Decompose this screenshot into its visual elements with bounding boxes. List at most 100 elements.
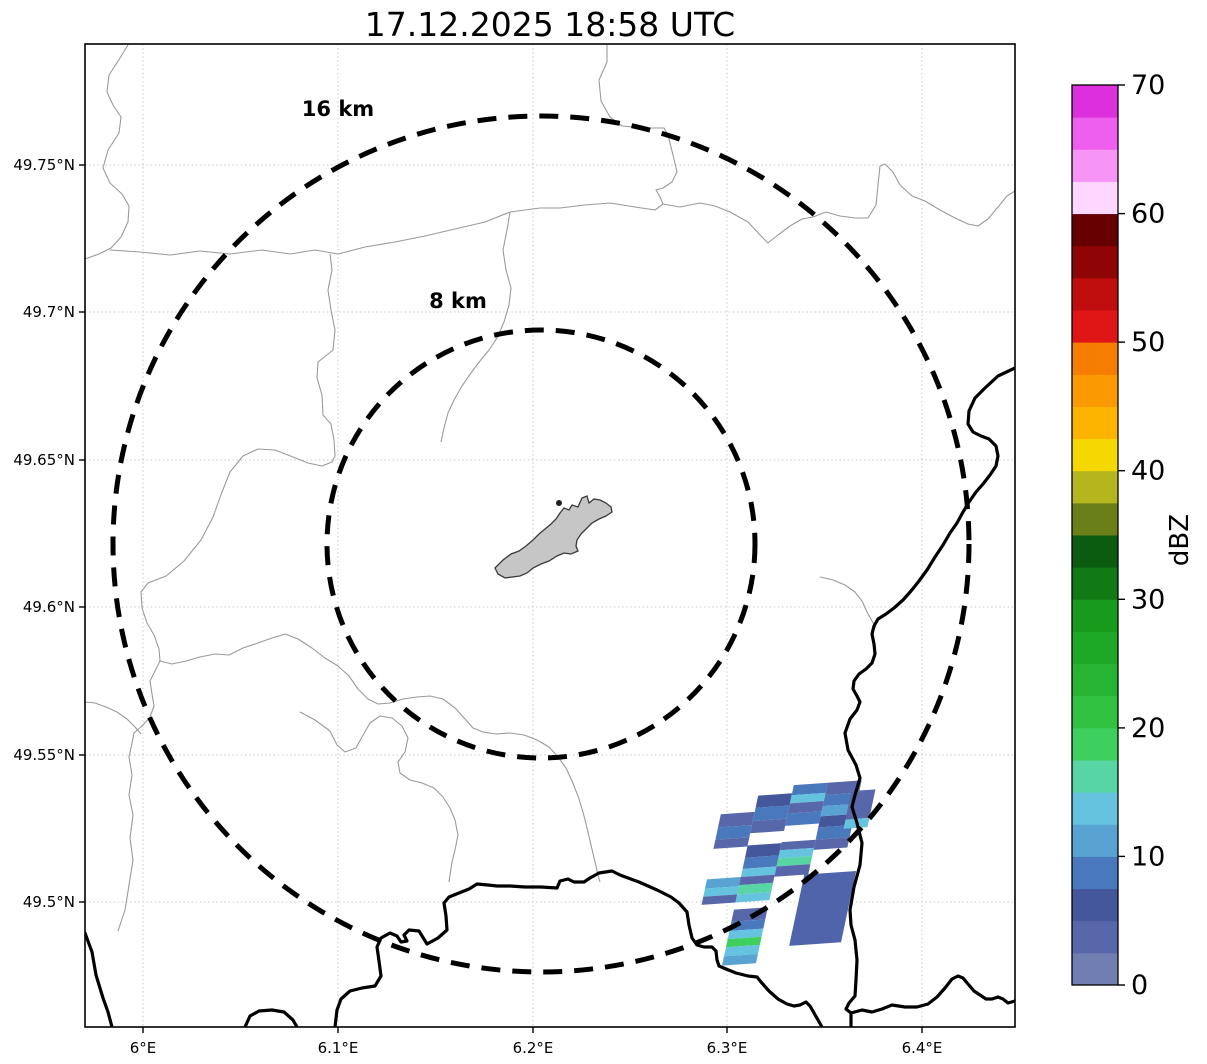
colorbar-tick-label: 10 (1131, 841, 1165, 872)
echo-cell (776, 856, 813, 867)
colorbar-block (1072, 470, 1118, 504)
admin-boundary-line (440, 211, 512, 443)
country-border-line (849, 974, 1015, 1015)
echo-cell (744, 843, 782, 858)
admin-boundary-line (85, 701, 142, 735)
country-border-line (333, 869, 824, 1027)
colorbar-block (1072, 598, 1118, 632)
range-rings (110, 113, 972, 975)
y-tick-label: 49.55°N (13, 746, 75, 764)
echo-cell (717, 811, 755, 828)
admin-boundary-line (109, 45, 678, 256)
echo-cell (755, 793, 793, 808)
colorbar-block (1072, 245, 1118, 279)
echo-cell (713, 837, 750, 849)
echo-cell (737, 882, 774, 895)
colorbar-tick-label: 40 (1131, 456, 1165, 487)
colorbar-block (1072, 438, 1118, 472)
admin-boundary-line (299, 711, 459, 883)
admin-boundary-line (159, 633, 601, 883)
echo-cell (703, 886, 739, 897)
echo-cell (735, 891, 772, 903)
echo-cell (725, 936, 762, 948)
colorbar-block (1072, 791, 1118, 825)
radar-echo-cells (701, 780, 876, 966)
y-tick-label: 49.65°N (13, 451, 75, 469)
country-border-line (243, 1008, 299, 1027)
colorbar-block (1072, 888, 1118, 922)
country-border-lines (85, 366, 1015, 1027)
colorbar-block (1072, 213, 1118, 247)
echo-cell (750, 818, 787, 834)
echo-cell (778, 847, 814, 859)
admin-boundary-line (117, 253, 336, 932)
colorbar-tick-label: 30 (1131, 584, 1165, 615)
x-tick-label: 6.4°E (902, 1039, 943, 1057)
echo-cell (740, 866, 777, 878)
colorbar-block (1072, 695, 1118, 729)
y-tick-label: 49.6°N (23, 598, 75, 616)
echo-cell (722, 954, 758, 966)
echo-cell (791, 782, 828, 796)
colorbar-block (1072, 405, 1118, 440)
range-ring-8km (324, 327, 758, 761)
colorbar-tick-label: 60 (1131, 199, 1165, 230)
colorbar-block (1072, 309, 1118, 343)
y-tick-label: 49.7°N (23, 303, 75, 321)
colorbar-block (1072, 373, 1118, 407)
x-tick-label: 6.3°E (707, 1039, 748, 1057)
plot-title: 17.12.2025 18:58 UTC (365, 5, 735, 44)
colorbar-block (1072, 727, 1118, 761)
colorbar-block (1072, 180, 1118, 215)
y-tick-label: 49.5°N (23, 893, 75, 911)
colorbar-tick-label: 50 (1131, 327, 1165, 358)
admin-boundary-line (662, 163, 1015, 244)
x-tick-label: 6°E (130, 1039, 157, 1057)
echo-cell (774, 864, 811, 877)
colorbar-axis-label: dBZ (1165, 514, 1195, 566)
range-ring-8km-label: 8 km (429, 289, 487, 313)
echo-cell (815, 825, 853, 840)
echo-cell (813, 837, 850, 850)
admin-boundary-line (819, 576, 877, 629)
colorbar-block (1072, 341, 1118, 375)
colorbar: 70 60 50 40 30 20 10 0 (1071, 70, 1165, 1001)
echo-cell (785, 811, 822, 826)
colorbar-tick-label: 0 (1131, 970, 1148, 1001)
range-ring-16km-label: 16 km (302, 97, 374, 121)
x-axis: 6°E 6.1°E 6.2°E 6.3°E 6.4°E (130, 1027, 943, 1057)
colorbar-block (1072, 277, 1118, 311)
plot-frame (84, 43, 1016, 1028)
echo-cell (701, 894, 738, 905)
colorbar-block (1072, 823, 1118, 857)
colorbar-block (1072, 630, 1118, 665)
colorbar-tick-label: 70 (1131, 70, 1165, 101)
range-ring-16km (110, 113, 972, 975)
country-border-line (843, 366, 1015, 1027)
map-area: 16 km 8 km (85, 44, 1015, 1027)
country-border-line (85, 931, 114, 1027)
colorbar-block (1072, 534, 1118, 568)
colorbar-tick-label: 20 (1131, 713, 1165, 744)
echo-cell (739, 874, 775, 886)
admin-boundary-line (85, 44, 130, 260)
colorbar-block (1072, 855, 1118, 890)
echo-cell (705, 877, 741, 889)
colorbar-block (1072, 84, 1118, 118)
radar-site-marker (556, 500, 562, 506)
y-tick-label: 49.75°N (13, 156, 75, 174)
echo-cell (724, 944, 760, 957)
admin-boundary-lines (85, 44, 1015, 932)
echo-cell (742, 855, 779, 869)
airport-outline (494, 495, 613, 579)
colorbar-block (1072, 148, 1118, 182)
echo-cell (779, 839, 816, 851)
lat-lon-gridlines (85, 44, 1015, 1027)
echo-cell (789, 792, 826, 804)
echo-cell (727, 928, 764, 940)
echo-cell (715, 825, 752, 840)
colorbar-block (1072, 502, 1118, 536)
colorbar-outline (1071, 84, 1119, 986)
echo-cell (787, 801, 824, 814)
x-tick-label: 6.2°E (513, 1039, 554, 1057)
